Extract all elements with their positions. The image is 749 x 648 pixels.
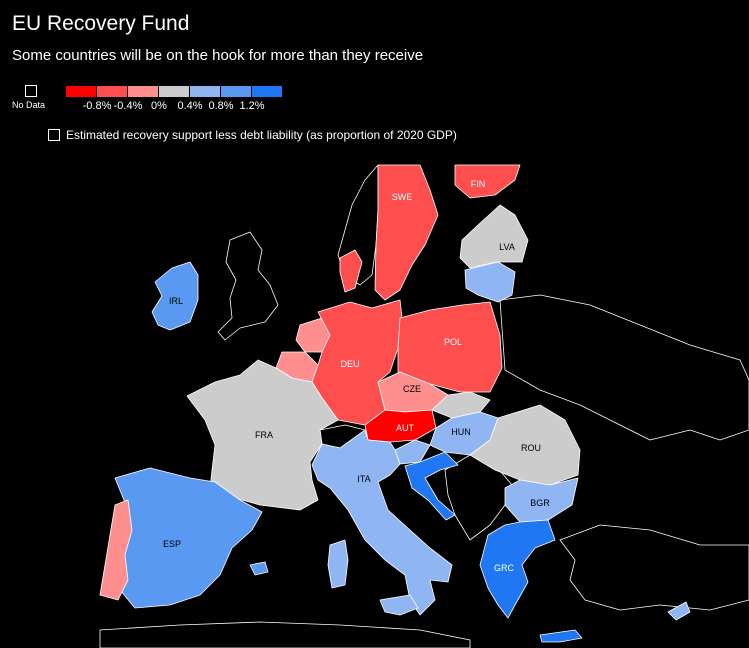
- island-crete: [539, 629, 583, 643]
- legend-tick: 0.8%: [208, 100, 234, 112]
- label-aut: AUT: [396, 423, 415, 433]
- label-deu: DEU: [340, 359, 359, 369]
- turkey-shape: [559, 524, 749, 611]
- legend-swatch: [190, 86, 221, 97]
- legend-tick: -0.4%: [113, 100, 143, 112]
- country-rou: [469, 404, 581, 486]
- legend-swatch: [97, 86, 128, 97]
- legend-swatch: [128, 86, 159, 97]
- label-pol: POL: [444, 337, 462, 347]
- legend-note: Estimated recovery support less debt lia…: [66, 128, 457, 142]
- label-grc: GRC: [494, 563, 515, 573]
- map-subtitle: Some countries will be on the hook for m…: [12, 47, 424, 64]
- country-fra: [186, 359, 339, 511]
- island-cyprus: [667, 601, 691, 621]
- label-ita: ITA: [357, 474, 370, 484]
- label-hun: HUN: [451, 427, 471, 437]
- country-swe: [374, 164, 439, 301]
- legend-swatch: [66, 86, 97, 97]
- island-sicily: [379, 594, 419, 616]
- label-fra: FRA: [255, 430, 273, 440]
- legend-tick: 0%: [151, 100, 167, 112]
- no-data-label: No Data: [12, 100, 46, 110]
- legend-tick: 1.2%: [239, 100, 265, 112]
- country-hrv: [404, 451, 459, 521]
- europe-map: SWE FIN LVA IRL DEU POL CZE AUT HUN ROU …: [99, 164, 749, 648]
- label-cze: CZE: [403, 384, 421, 394]
- map-title: EU Recovery Fund: [12, 12, 190, 35]
- legend-swatch: [159, 86, 190, 97]
- label-irl: IRL: [169, 296, 183, 306]
- country-dnk: [339, 249, 363, 293]
- country-grc: [479, 519, 556, 619]
- no-data-swatch: [25, 85, 37, 97]
- color-scale-legend: [66, 86, 282, 97]
- country-prt: [99, 499, 133, 601]
- country-irl: [151, 261, 199, 331]
- country-ltu: [464, 261, 516, 303]
- legend-tick: -0.8%: [82, 100, 112, 112]
- country-ita: [311, 429, 453, 616]
- legend-swatch: [252, 86, 282, 97]
- label-lva: LVA: [499, 242, 515, 252]
- country-fin: [454, 164, 521, 199]
- legend-tick: 0.4%: [177, 100, 203, 112]
- island-balearic: [249, 561, 269, 576]
- label-rou: ROU: [521, 443, 541, 453]
- country-bgr: [504, 477, 579, 523]
- country-pol: [397, 301, 503, 393]
- label-swe: SWE: [392, 192, 413, 202]
- legend-swatch: [221, 86, 252, 97]
- note-swatch: [48, 129, 60, 141]
- island-sardinia: [327, 539, 349, 589]
- label-esp: ESP: [163, 539, 181, 549]
- label-fin: FIN: [471, 179, 486, 189]
- north-africa-shape: [99, 621, 471, 648]
- label-bgr: BGR: [530, 498, 550, 508]
- uk-shape: [217, 231, 279, 341]
- eastern-europe-shape: [499, 294, 749, 441]
- country-lva: [459, 204, 529, 269]
